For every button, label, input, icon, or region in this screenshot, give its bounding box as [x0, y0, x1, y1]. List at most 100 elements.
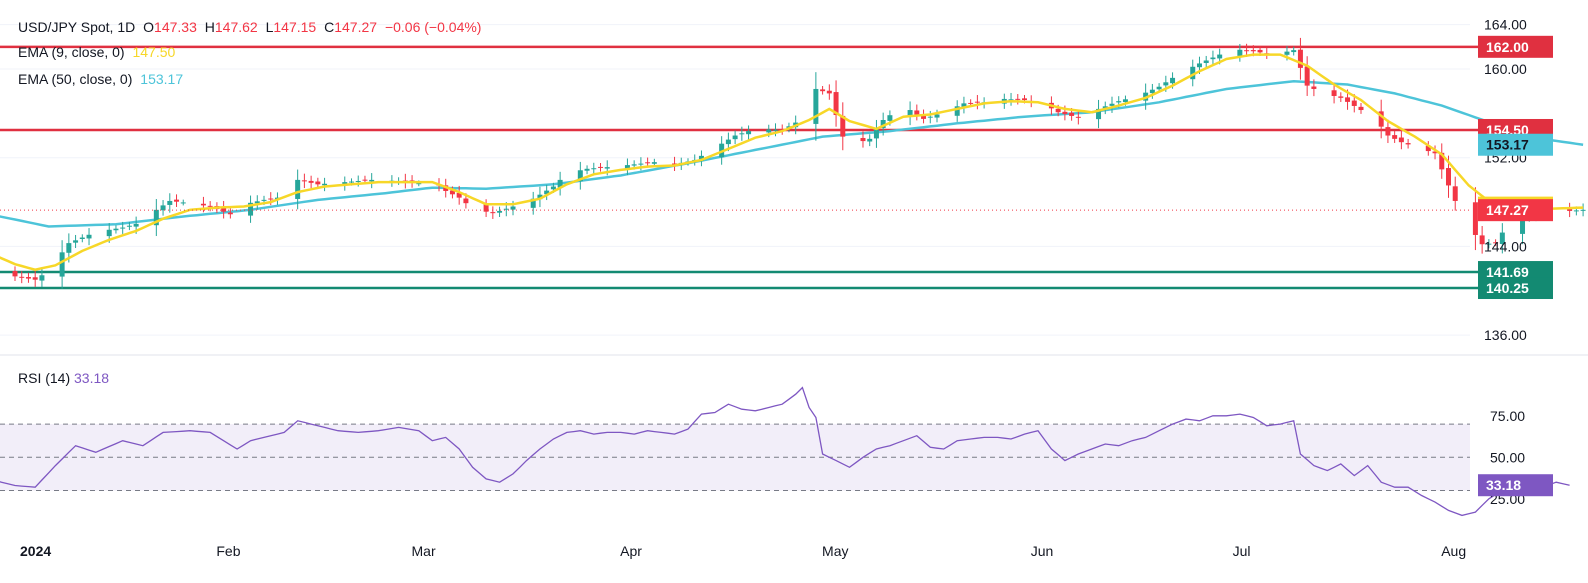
candle-body: [1096, 108, 1102, 120]
time-axis[interactable]: 2024 Feb Mar Apr May Jun Jul Aug: [20, 543, 1466, 559]
price-tick-label: 144.00: [1484, 238, 1527, 254]
candle-body: [1439, 152, 1445, 170]
candle-body: [1069, 112, 1075, 116]
time-tick-label: Jun: [1031, 543, 1054, 559]
candle-body: [113, 228, 119, 231]
change-value: −0.06 (−0.04%): [384, 19, 482, 35]
candle-body: [968, 102, 974, 104]
candle-body: [221, 207, 227, 212]
rsi-legend[interactable]: RSI (14) 33.18: [18, 370, 109, 386]
candle-body: [624, 165, 630, 169]
candle-body: [362, 179, 368, 181]
candle-body: [1297, 49, 1303, 68]
candle-body: [295, 179, 301, 199]
candle-body: [557, 179, 563, 188]
ema9-path: [0, 53, 1584, 271]
candle-body: [1116, 101, 1122, 103]
candle-body: [1149, 89, 1155, 94]
candle-body: [725, 139, 731, 145]
candle-body: [1452, 186, 1458, 201]
candle-body: [813, 88, 819, 124]
level-tag-140.25-bg: [1478, 277, 1553, 300]
candle-body: [483, 204, 489, 212]
candle-body: [490, 212, 496, 214]
candle-body: [120, 227, 126, 229]
ema50-legend[interactable]: EMA (50, close, 0) 153.17: [18, 70, 187, 88]
candle-body: [1378, 111, 1384, 127]
candle-body: [1163, 82, 1169, 86]
candle-body: [672, 163, 678, 165]
candle-body: [1075, 116, 1081, 118]
candle-body: [934, 114, 940, 118]
time-tick-label: 2024: [20, 543, 51, 559]
candle-body: [1237, 49, 1243, 56]
candle-body: [544, 190, 550, 195]
candle-body: [1257, 49, 1263, 53]
candle-body: [1486, 243, 1492, 245]
ema50-tag: 153.17: [1486, 137, 1529, 153]
candle-body: [308, 180, 314, 183]
level-tag-140.25: 140.25: [1486, 280, 1529, 296]
candle-body: [1311, 86, 1317, 89]
ema9-label: EMA (9, close, 0): [18, 44, 125, 60]
candle-body: [914, 110, 920, 115]
candle-body: [86, 234, 92, 239]
candle-body: [1493, 242, 1499, 244]
ema9-legend[interactable]: EMA (9, close, 0) 147.50: [18, 43, 179, 61]
candle-body: [32, 277, 38, 280]
candle-body: [349, 181, 354, 183]
candle-body: [820, 89, 826, 92]
symbol-title[interactable]: USD/JPY Spot, 1D: [18, 19, 136, 35]
candle-body: [180, 202, 186, 204]
candle-body: [645, 162, 651, 164]
candle-body: [840, 115, 846, 137]
candle-body: [927, 116, 933, 118]
candle-body: [19, 276, 25, 278]
candle-body: [577, 170, 583, 182]
open-label: O: [143, 19, 155, 35]
candle-body: [1022, 98, 1027, 101]
candle-body: [1055, 108, 1061, 113]
rsi-tag: 33.18: [1486, 477, 1521, 493]
ema50-tag-bg: [1478, 133, 1553, 156]
rsi-label: RSI (14): [18, 370, 71, 386]
rsi-tick-label: 75.00: [1490, 408, 1525, 424]
candle-body: [746, 131, 752, 135]
candle-body: [1244, 50, 1250, 52]
candle-body: [1520, 217, 1526, 234]
candle-body: [355, 181, 361, 182]
price-tick-label: 164.00: [1484, 17, 1527, 33]
candle-body: [322, 183, 328, 186]
candle-body: [873, 129, 879, 139]
candle-body: [39, 275, 45, 281]
candle-body: [160, 205, 166, 211]
candle-body: [301, 180, 307, 182]
candle-body: [1291, 50, 1297, 53]
candle-body: [66, 243, 72, 253]
rsi-value: 33.18: [74, 370, 110, 386]
candle-body: [1567, 208, 1573, 211]
candle-body: [584, 168, 590, 171]
low-label: L: [265, 19, 274, 35]
ema50-line: [0, 79, 1584, 228]
high-value: 147.62: [214, 19, 258, 35]
candle-body: [961, 103, 967, 107]
candle-body: [59, 252, 65, 277]
candle-body: [772, 129, 778, 131]
candle-body: [1392, 135, 1398, 139]
candle-body: [254, 201, 260, 204]
candle-body: [1499, 232, 1505, 244]
high-label: H: [204, 19, 215, 35]
ema50-label: EMA (50, close, 0): [18, 71, 133, 87]
price-tick-label: 160.00: [1484, 61, 1527, 77]
candle-body: [1351, 100, 1357, 106]
time-tick-label: Apr: [620, 543, 642, 559]
candle-body: [880, 120, 886, 129]
candle-body: [1472, 202, 1478, 235]
level-tag-141.69: 141.69: [1486, 264, 1529, 280]
level-tag-162.00: 162.00: [1486, 39, 1529, 55]
candle-body: [1479, 235, 1485, 245]
candle-body: [1573, 210, 1579, 212]
